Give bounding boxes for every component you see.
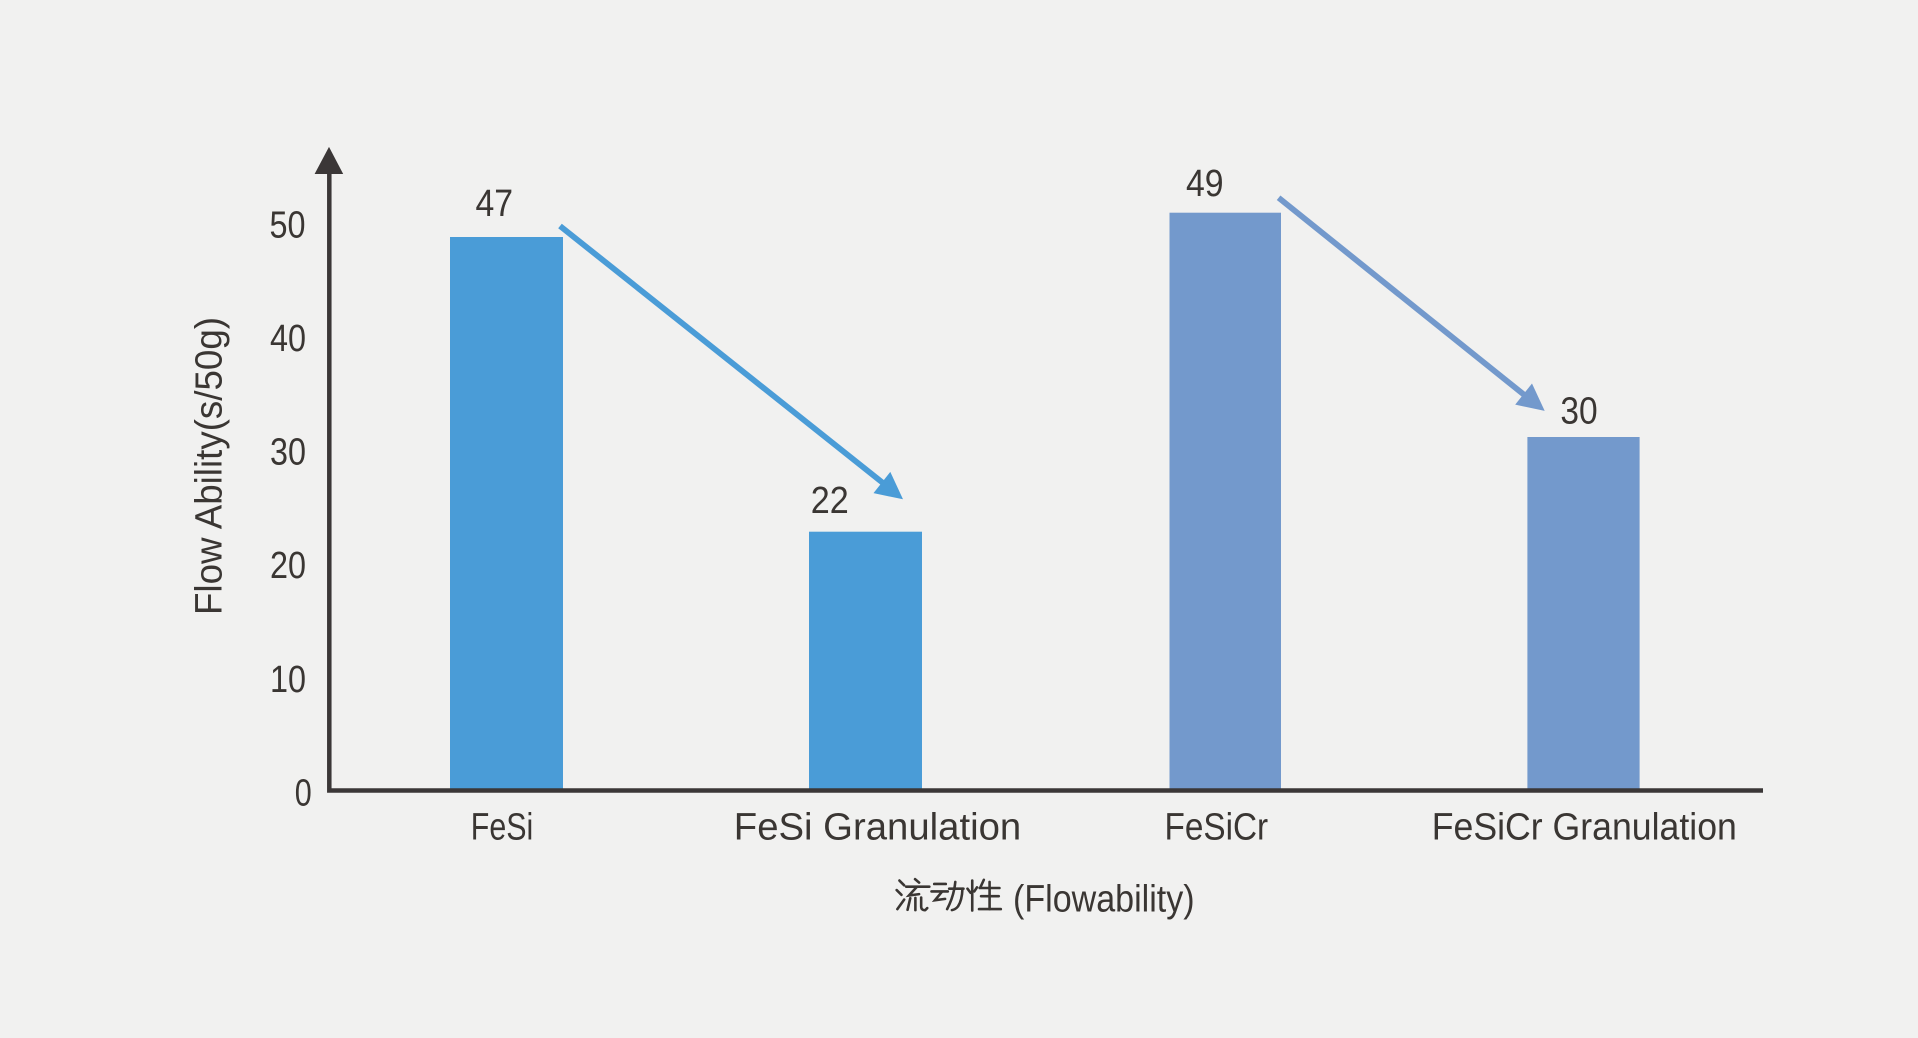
svg-text:30: 30 <box>270 432 306 474</box>
svg-text:22: 22 <box>811 480 849 522</box>
svg-text:FeSiCr: FeSiCr <box>1165 807 1269 849</box>
svg-text:47: 47 <box>476 183 514 225</box>
svg-text:Flow Ability(s/50g): Flow Ability(s/50g) <box>189 317 231 615</box>
svg-text:10: 10 <box>270 659 306 701</box>
svg-text:50: 50 <box>270 204 306 246</box>
svg-text:FeSi: FeSi <box>471 807 534 849</box>
svg-text:40: 40 <box>270 318 306 360</box>
svg-text:0: 0 <box>295 772 312 814</box>
svg-text:FeSiCr Granulation: FeSiCr Granulation <box>1432 807 1737 849</box>
svg-text:FeSi Granulation: FeSi Granulation <box>734 807 1021 849</box>
svg-text:30: 30 <box>1560 391 1597 433</box>
svg-text:20: 20 <box>270 545 306 587</box>
svg-text:(Flowability): (Flowability) <box>1013 879 1195 921</box>
svg-text:49: 49 <box>1186 163 1224 205</box>
